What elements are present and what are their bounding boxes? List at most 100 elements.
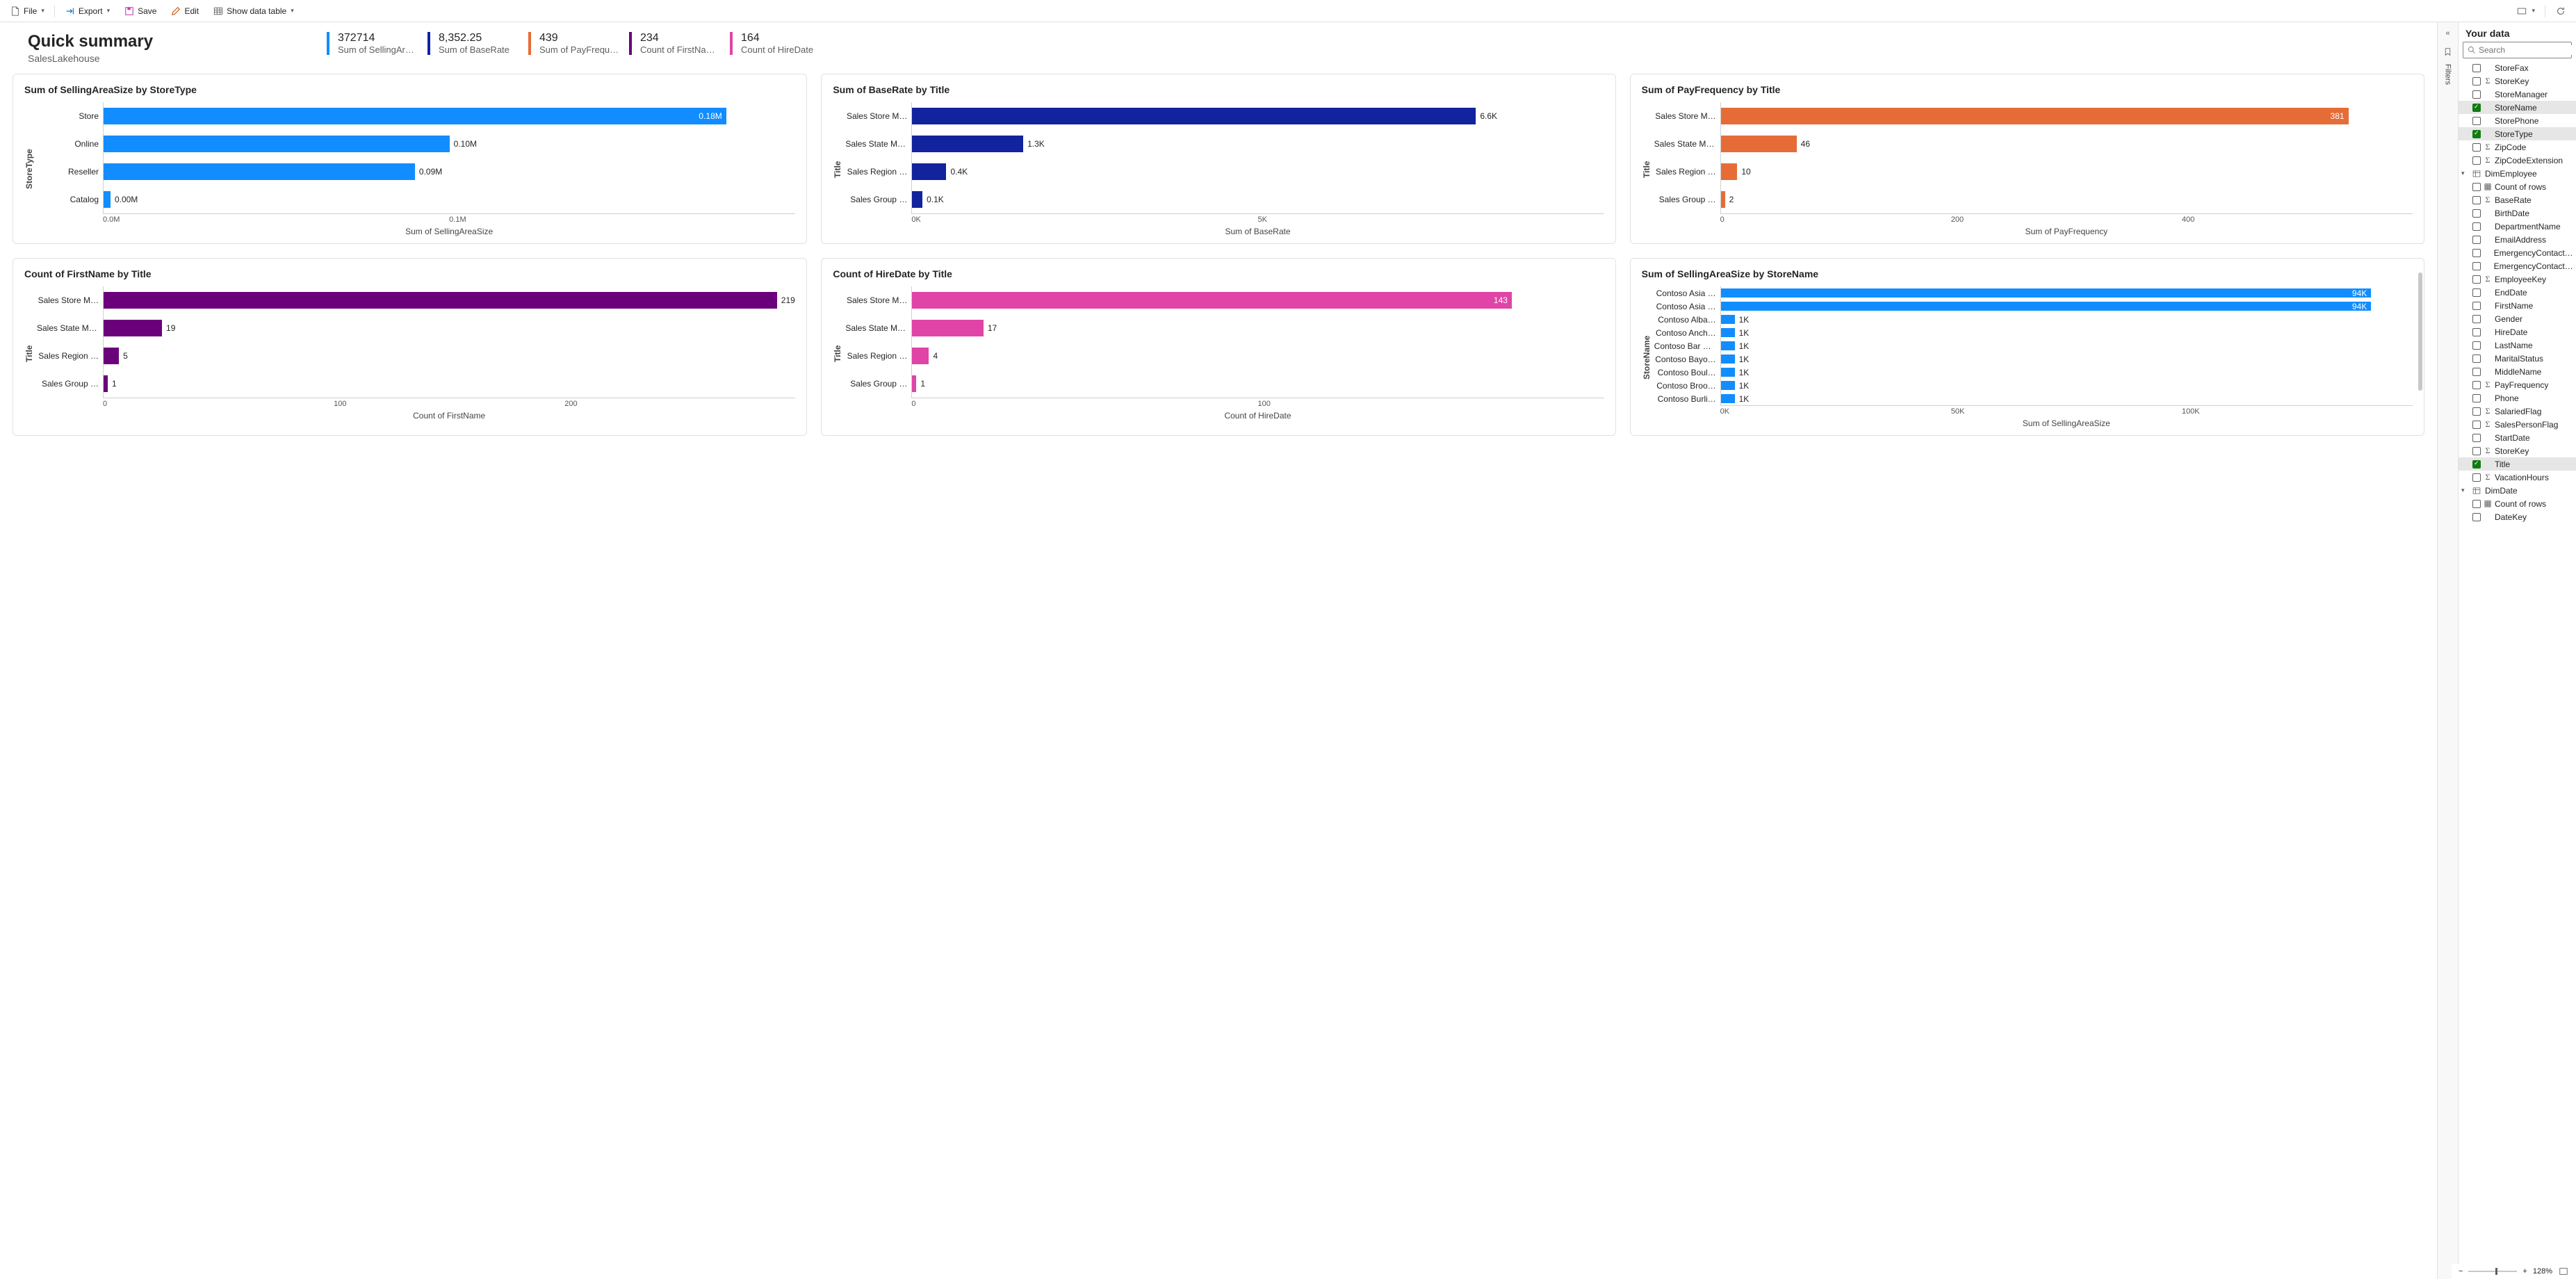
bar-row[interactable]: Contoso Burli… 1K	[1654, 392, 2413, 405]
refresh-button[interactable]	[2550, 3, 2572, 19]
table-header-row[interactable]: ▾ DimEmployee	[2459, 167, 2576, 180]
bar-row[interactable]: Sales Group … 1	[845, 370, 1604, 398]
bar-row[interactable]: Sales Group … 2	[1654, 186, 2413, 213]
field-checkbox[interactable]	[2472, 407, 2481, 416]
bar-row[interactable]: Sales State Ma… 46	[1654, 130, 2413, 158]
bar-row[interactable]: Reseller 0.09M	[37, 158, 795, 186]
field-checkbox[interactable]	[2472, 447, 2481, 455]
field-row[interactable]: Gender	[2459, 312, 2576, 325]
field-checkbox[interactable]	[2472, 209, 2481, 218]
field-row[interactable]: MaritalStatus	[2459, 352, 2576, 365]
bar-row[interactable]: Sales Store M… 219	[37, 286, 795, 314]
field-row[interactable]: Σ SalariedFlag	[2459, 405, 2576, 418]
bar-row[interactable]: Sales Store M… 6.6K	[845, 102, 1604, 130]
table-header-row[interactable]: ▾ DimDate	[2459, 484, 2576, 497]
field-row[interactable]: StoreFax	[2459, 61, 2576, 74]
field-checkbox[interactable]	[2472, 355, 2481, 363]
kpi-card[interactable]: 164Count of HireDate	[730, 32, 831, 55]
field-checkbox[interactable]	[2472, 156, 2481, 165]
field-row[interactable]: HireDate	[2459, 325, 2576, 339]
fit-to-page-button[interactable]	[2558, 1266, 2569, 1277]
zoom-in-button[interactable]: +	[2522, 1267, 2527, 1276]
bar-row[interactable]: Sales State Ma… 19	[37, 314, 795, 342]
field-checkbox[interactable]	[2472, 381, 2481, 389]
field-checkbox[interactable]	[2472, 460, 2481, 469]
file-menu[interactable]: File ▾	[4, 3, 50, 19]
bar-row[interactable]: Sales Region … 10	[1654, 158, 2413, 186]
field-checkbox[interactable]	[2472, 421, 2481, 429]
zoom-out-button[interactable]: −	[2459, 1267, 2463, 1276]
field-checkbox[interactable]	[2472, 117, 2481, 125]
bar-row[interactable]: Catalog 0.00M	[37, 186, 795, 213]
field-row[interactable]: EmergencyContactPh…	[2459, 259, 2576, 272]
bar-row[interactable]: Sales State Ma… 17	[845, 314, 1604, 342]
chart-card[interactable]: Count of FirstName by Title Title Sales …	[13, 258, 807, 436]
bar-row[interactable]: Contoso Bayo… 1K	[1654, 352, 2413, 366]
field-row[interactable]: StoreType	[2459, 127, 2576, 140]
field-checkbox[interactable]	[2472, 434, 2481, 442]
field-checkbox[interactable]	[2472, 90, 2481, 99]
field-checkbox[interactable]	[2472, 222, 2481, 231]
field-row[interactable]: EmailAddress	[2459, 233, 2576, 246]
field-row[interactable]: FirstName	[2459, 299, 2576, 312]
chart-card[interactable]: Count of HireDate by Title Title Sales S…	[821, 258, 1615, 436]
field-row[interactable]: EndDate	[2459, 286, 2576, 299]
field-row[interactable]: ▦ Count of rows	[2459, 497, 2576, 510]
collapse-icon[interactable]: «	[2443, 28, 2454, 39]
field-row[interactable]: Σ VacationHours	[2459, 471, 2576, 484]
bar-row[interactable]: Online 0.10M	[37, 130, 795, 158]
field-checkbox[interactable]	[2472, 262, 2481, 270]
bar-row[interactable]: Sales State Ma… 1.3K	[845, 130, 1604, 158]
field-row[interactable]: EmergencyContactNa…	[2459, 246, 2576, 259]
show-data-table-menu[interactable]: Show data table ▾	[207, 3, 300, 19]
field-row[interactable]: LastName	[2459, 339, 2576, 352]
field-checkbox[interactable]	[2472, 368, 2481, 376]
search-input[interactable]	[2479, 45, 2576, 55]
field-row[interactable]: StartDate	[2459, 431, 2576, 444]
kpi-card[interactable]: 439Sum of PayFrequ…	[528, 32, 629, 55]
field-row[interactable]: StoreManager	[2459, 88, 2576, 101]
bookmark-icon[interactable]	[2443, 46, 2454, 57]
field-list[interactable]: StoreFax Σ StoreKey StoreManager StoreNa…	[2459, 61, 2576, 1279]
bar-row[interactable]: Sales Region … 4	[845, 342, 1604, 370]
kpi-card[interactable]: 234Count of FirstNa…	[629, 32, 730, 55]
field-checkbox[interactable]	[2472, 249, 2481, 257]
field-checkbox[interactable]	[2472, 315, 2481, 323]
bar-row[interactable]: Sales Store M… 143	[845, 286, 1604, 314]
save-button[interactable]: Save	[118, 3, 162, 19]
field-row[interactable]: BirthDate	[2459, 206, 2576, 220]
field-row[interactable]: Σ ZipCodeExtension	[2459, 154, 2576, 167]
field-checkbox[interactable]	[2472, 473, 2481, 482]
layout-menu[interactable]: ▾	[2511, 3, 2541, 19]
field-checkbox[interactable]	[2472, 394, 2481, 402]
bar-row[interactable]: Contoso Asia … 94K	[1654, 300, 2413, 313]
bar-row[interactable]: Contoso Asia … 94K	[1654, 286, 2413, 300]
bar-row[interactable]: Sales Group … 1	[37, 370, 795, 398]
bar-row[interactable]: Sales Store M… 381	[1654, 102, 2413, 130]
field-row[interactable]: Σ ZipCode	[2459, 140, 2576, 154]
field-row[interactable]: Σ StoreKey	[2459, 74, 2576, 88]
field-checkbox[interactable]	[2472, 64, 2481, 72]
field-row[interactable]: Σ StoreKey	[2459, 444, 2576, 457]
field-checkbox[interactable]	[2472, 341, 2481, 350]
field-checkbox[interactable]	[2472, 183, 2481, 191]
field-checkbox[interactable]	[2472, 196, 2481, 204]
chart-card[interactable]: Sum of PayFrequency by Title Title Sales…	[1630, 74, 2424, 244]
field-checkbox[interactable]	[2472, 513, 2481, 521]
chart-card[interactable]: Sum of SellingAreaSize by StoreName Stor…	[1630, 258, 2424, 436]
field-row[interactable]: Σ BaseRate	[2459, 193, 2576, 206]
filters-rail[interactable]: « Filters	[2437, 22, 2458, 1279]
bar-row[interactable]: Store 0.18M	[37, 102, 795, 130]
field-checkbox[interactable]	[2472, 302, 2481, 310]
field-checkbox[interactable]	[2472, 236, 2481, 244]
bar-row[interactable]: Contoso Anch… 1K	[1654, 326, 2413, 339]
field-checkbox[interactable]	[2472, 328, 2481, 336]
field-row[interactable]: MiddleName	[2459, 365, 2576, 378]
kpi-card[interactable]: 372714Sum of SellingAr…	[327, 32, 427, 55]
field-row[interactable]: DateKey	[2459, 510, 2576, 523]
field-checkbox[interactable]	[2472, 275, 2481, 284]
export-menu[interactable]: Export ▾	[59, 3, 115, 19]
field-row[interactable]: StoreName	[2459, 101, 2576, 114]
bar-row[interactable]: Contoso Alba… 1K	[1654, 313, 2413, 326]
field-checkbox[interactable]	[2472, 104, 2481, 112]
